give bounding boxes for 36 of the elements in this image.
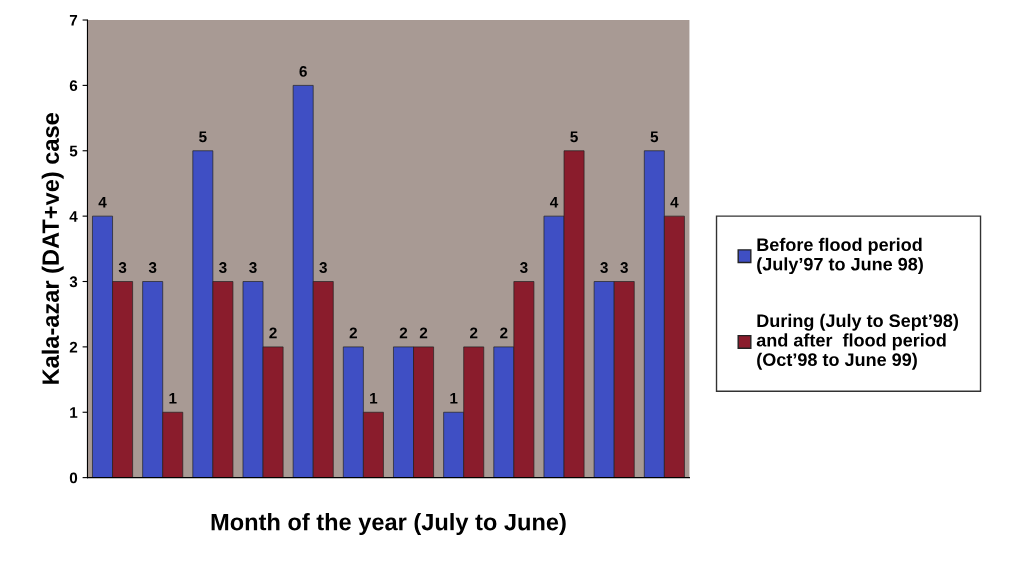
data-label: 3 xyxy=(519,262,528,273)
data-label: 1 xyxy=(450,393,458,404)
data-label: 2 xyxy=(349,327,357,339)
y-tick-label: 5 xyxy=(69,145,78,157)
y-axis-title: Kala-azar (DAT+ve) case xyxy=(41,113,64,384)
data-label: 3 xyxy=(620,262,628,273)
data-label: 5 xyxy=(199,131,207,143)
data-label: 2 xyxy=(399,327,408,339)
legend-label: Before flood period (July’97 to June 98) xyxy=(757,237,923,275)
data-label: 3 xyxy=(148,262,157,273)
data-label: 5 xyxy=(650,131,659,143)
data-label: 4 xyxy=(549,196,559,208)
data-label: 6 xyxy=(299,66,307,77)
y-tick-label: 6 xyxy=(69,80,78,92)
data-label: 3 xyxy=(219,262,227,273)
data-label: 2 xyxy=(500,327,508,339)
y-tick-label: 7 xyxy=(69,15,78,26)
data-label: 4 xyxy=(670,196,679,208)
data-label: 2 xyxy=(269,327,277,339)
y-tick-label: 1 xyxy=(70,407,78,418)
y-tick-label: 3 xyxy=(69,276,78,288)
data-label: 4 xyxy=(98,196,107,208)
data-label: 2 xyxy=(470,327,478,339)
legend-label: During (July to Sept’98) and after flood period (Oct’98 to June 99) xyxy=(756,313,958,370)
y-tick-label: 4 xyxy=(69,211,78,222)
y-tick-label: 2 xyxy=(69,341,78,353)
data-label: 2 xyxy=(419,327,428,339)
data-label: 1 xyxy=(169,393,177,404)
data-label: 3 xyxy=(118,262,127,273)
data-label: 3 xyxy=(249,262,257,273)
y-tick-label: 0 xyxy=(69,472,78,484)
data-label: 5 xyxy=(570,131,578,143)
data-label: 3 xyxy=(600,262,608,273)
x-axis-title: Month of the year (July to June) xyxy=(211,513,566,536)
data-label: 3 xyxy=(319,262,327,273)
data-label: 1 xyxy=(370,393,378,404)
